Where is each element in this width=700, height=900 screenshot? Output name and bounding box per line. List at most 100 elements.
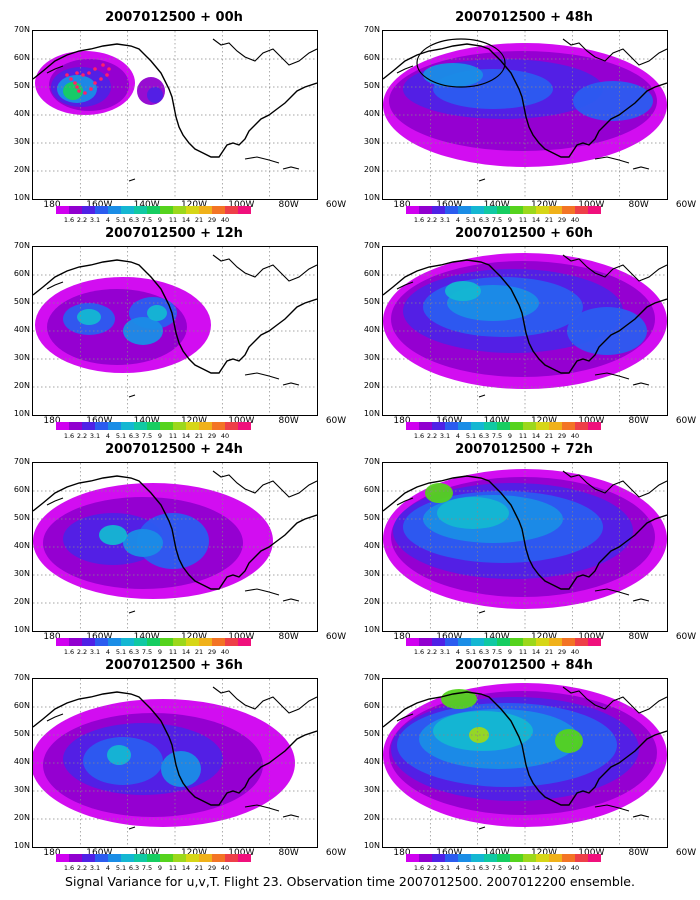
colorbar-swatch [82,854,95,862]
variance-contour [573,81,653,121]
map-area [382,462,668,632]
colorbar-tick-label: 40 [570,864,580,872]
map-area [32,462,318,632]
latitude-label: 10N [13,625,30,634]
variance-contour [441,689,477,709]
observation-marker [75,71,79,75]
map-canvas [33,247,317,415]
latitude-label: 60N [13,53,30,62]
latitude-label: 10N [13,409,30,418]
colorbar-tick-label: 6.3 [128,864,140,872]
latitude-label: 10N [363,625,380,634]
colorbar-tick-label: 2.2 [76,648,88,656]
latitude-label: 20N [13,381,30,390]
colorbar-swatch [160,854,173,862]
colorbar-tick-label: 7.5 [491,216,503,224]
latitude-label: 60N [363,701,380,710]
colorbar-tick-label: 11 [518,648,528,656]
colorbar-tick-label: 5.1 [465,216,477,224]
colorbar-swatch [510,422,523,430]
colorbar-tick-label: 7.5 [491,648,503,656]
colorbar-swatch [419,638,432,646]
colorbar-tick-label: 7.5 [141,432,153,440]
colorbar-swatch [406,854,419,862]
latitude-label: 40N [363,541,380,550]
colorbar-tick-label: 40 [570,648,580,656]
colorbar-swatch [562,422,575,430]
observation-marker [99,77,103,81]
longitude-label: 80W [278,416,299,426]
colorbar-swatch [69,638,82,646]
colorbar-tick-label: 21 [544,864,554,872]
latitude-label: 20N [13,165,30,174]
longitude-label: 180 [43,200,61,210]
colorbar-tick-label: 29 [557,864,567,872]
colorbar-swatch [575,638,588,646]
island-outline [46,497,64,506]
latitude-label: 20N [363,381,380,390]
colorbar [56,638,251,646]
latitude-label: 20N [363,597,380,606]
colorbar-swatch [419,854,432,862]
longitude-label: 60W [325,632,347,642]
panel-title: 2007012500 + 00h [105,10,243,25]
colorbar-tick-label: 21 [544,216,554,224]
longitude-label: 120W [530,200,558,210]
colorbar-tick-label: 29 [207,864,217,872]
colorbar-swatch [69,206,82,214]
colorbar-tick-label: 9 [507,864,513,872]
colorbar-swatch [147,638,160,646]
colorbar-swatch [108,422,121,430]
island-outline [396,65,414,74]
colorbar-swatch [160,422,173,430]
coastline [562,254,667,282]
colorbar-tick-label: 14 [181,216,191,224]
colorbar-tick-label: 14 [181,432,191,440]
colorbar-swatch [523,854,536,862]
observation-marker [73,81,77,85]
colorbar-swatch [484,422,497,430]
colorbar-tick-label: 9 [157,864,163,872]
island-outline [128,826,136,830]
colorbar-tick-label: 6.3 [128,216,140,224]
colorbar-tick-label: 1.6 [413,216,425,224]
colorbar-tick-label: 9 [157,432,163,440]
colorbar-tick-label: 2.2 [426,432,438,440]
colorbar-swatch [134,638,147,646]
colorbar-swatch [458,422,471,430]
colorbar-tick-label: 2.2 [426,216,438,224]
longitude-label: 140W [483,200,510,210]
colorbar-swatch [562,638,575,646]
colorbar [406,638,601,646]
colorbar [406,422,601,430]
colorbar-swatch [225,422,238,430]
observation-marker [87,71,91,75]
island-outline [594,804,630,812]
colorbar-swatch [212,638,225,646]
longitude-label: 180 [393,632,411,642]
longitude-label: 120W [530,848,558,858]
island-outline [46,65,64,74]
latitude-label: 60N [363,53,380,62]
colorbar-tick-label: 14 [531,432,541,440]
observation-marker [65,73,69,77]
variance-contour [77,309,101,325]
colorbar [56,854,251,862]
latitude-label: 70N [363,457,380,466]
colorbar-swatch [108,206,121,214]
longitude-label: 160W [86,416,113,426]
colorbar-swatch [471,854,484,862]
colorbar-swatch [82,638,95,646]
colorbar-swatch [523,206,536,214]
latitude-label: 50N [13,729,30,738]
latitude-label: 40N [13,109,30,118]
colorbar-tick-label: 3.1 [89,216,101,224]
colorbar-tick-label: 14 [531,648,541,656]
latitude-label: 70N [13,673,30,682]
map-panel: 2007012500 + 24h 70N 60N 50N 40N 30N 20N 10N 180… [0,442,346,658]
colorbar-swatch [497,638,510,646]
colorbar-tick-label: 21 [194,432,204,440]
latitude-label: 30N [363,785,380,794]
colorbar-tick-label: 5.1 [115,432,127,440]
latitude-label: 70N [363,241,380,250]
